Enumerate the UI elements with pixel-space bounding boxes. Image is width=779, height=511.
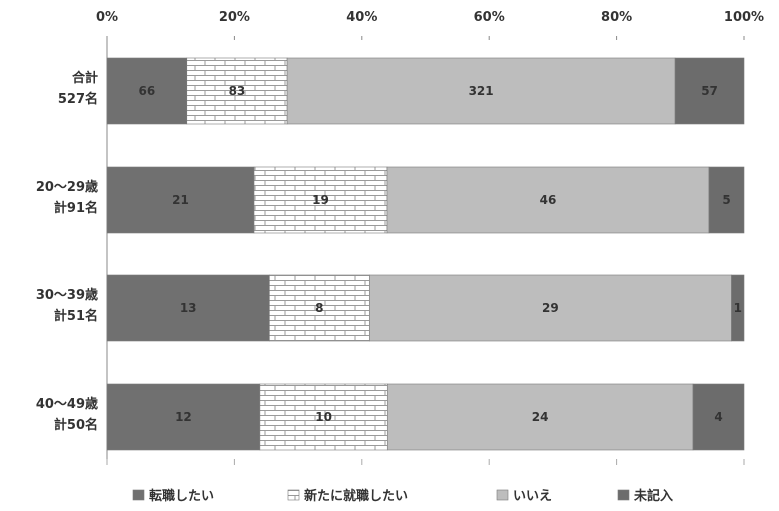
data-label: 19 xyxy=(312,193,329,207)
bar-segment xyxy=(253,166,388,234)
legend-swatch xyxy=(287,489,300,501)
category-label: 計50名 xyxy=(54,417,98,433)
bar-segment xyxy=(386,383,694,451)
data-label: 4 xyxy=(714,410,722,424)
x-tick-label: 60% xyxy=(474,10,505,25)
bar-segment xyxy=(106,274,270,342)
category-label: 合計 xyxy=(72,70,98,86)
category-label: 527名 xyxy=(58,91,98,107)
data-label: 10 xyxy=(315,410,332,424)
x-tick-label: 20% xyxy=(219,10,250,25)
bar-segment xyxy=(106,57,188,125)
category-label: 40～49歳 xyxy=(36,396,98,412)
data-label: 12 xyxy=(175,410,192,424)
bar-segment xyxy=(674,57,745,125)
legend-swatch xyxy=(132,489,145,501)
data-label: 13 xyxy=(180,301,197,315)
bar-segment xyxy=(106,166,255,234)
category-label: 30～39歳 xyxy=(36,287,98,303)
data-label: 46 xyxy=(540,193,557,207)
legend: 転職したい 新たに就職したい いいえ 未記入 xyxy=(132,488,673,504)
bar-segment xyxy=(286,57,676,125)
bar-segment xyxy=(186,57,288,125)
legend-label: いいえ xyxy=(513,489,552,504)
data-label: 21 xyxy=(172,193,189,207)
category-label: 計91名 xyxy=(54,200,98,216)
x-tick-label: 40% xyxy=(346,10,377,25)
data-label: 66 xyxy=(139,84,156,98)
bar-segment xyxy=(386,166,710,234)
bars-layer xyxy=(106,57,745,451)
data-label: 24 xyxy=(532,410,549,424)
x-tick-label: 80% xyxy=(601,10,632,25)
x-tick-label: 0% xyxy=(96,10,118,25)
bar-segment xyxy=(708,166,745,234)
axis-layer: 0% 20% 40% 60% 80% 100% xyxy=(96,10,764,465)
data-label: 1 xyxy=(734,301,742,315)
bar-segment xyxy=(269,274,370,342)
x-tick-label: 100% xyxy=(724,10,764,25)
legend-label: 新たに就職したい xyxy=(304,488,408,504)
bar-segment xyxy=(259,383,388,451)
legend-label: 未記入 xyxy=(633,488,673,504)
legend-swatch xyxy=(496,489,509,501)
category-label: 20～29歳 xyxy=(36,179,98,195)
bar-segment xyxy=(692,383,745,451)
data-label: 8 xyxy=(315,301,323,315)
data-label: 57 xyxy=(701,84,718,98)
bar-segment xyxy=(106,383,261,451)
bar-segment xyxy=(731,274,745,342)
data-label: 5 xyxy=(722,193,730,207)
category-label: 計51名 xyxy=(54,308,98,324)
legend-label: 転職したい xyxy=(149,488,214,504)
bar-segment xyxy=(368,274,732,342)
data-label: 321 xyxy=(469,84,494,98)
data-label: 83 xyxy=(229,84,246,98)
legend-swatch xyxy=(617,489,630,501)
data-label: 29 xyxy=(542,301,559,315)
